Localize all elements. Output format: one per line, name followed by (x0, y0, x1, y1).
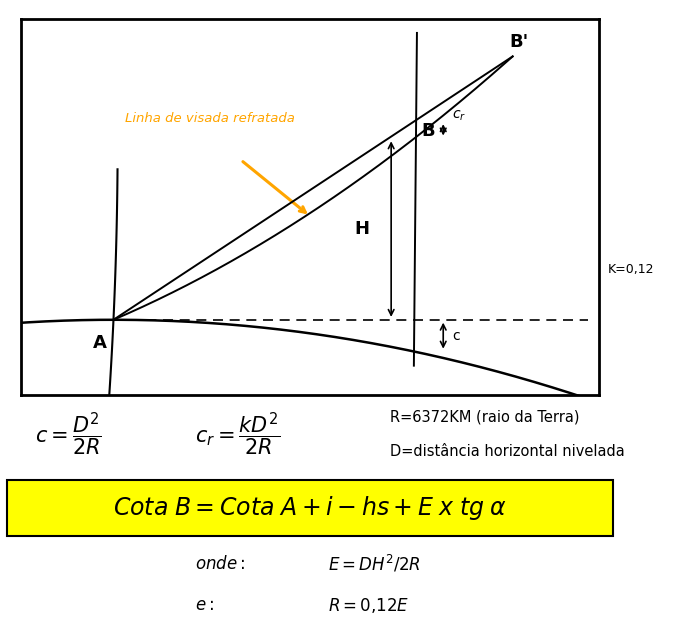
Text: c: c (452, 329, 459, 343)
Text: $R = 0{,}12E$: $R = 0{,}12E$ (328, 596, 409, 614)
Text: $E = DH^2/2R$: $E = DH^2/2R$ (328, 553, 420, 574)
Text: D=distância horizontal nivelada: D=distância horizontal nivelada (390, 444, 625, 459)
Text: K=0,12: K=0,12 (608, 263, 654, 276)
Text: $c_r$: $c_r$ (452, 108, 466, 123)
Text: $\mathit{e}:$: $\mathit{e}:$ (195, 596, 215, 614)
Text: B': B' (510, 33, 529, 51)
FancyBboxPatch shape (7, 480, 613, 536)
Text: $\mathit{onde}:$: $\mathit{onde}:$ (195, 555, 245, 573)
Text: Linha de visada refratada: Linha de visada refratada (125, 112, 295, 125)
Text: H: H (355, 220, 369, 238)
Text: R=6372KM (raio da Terra): R=6372KM (raio da Terra) (390, 409, 580, 424)
Text: B: B (421, 122, 435, 140)
Text: $c = \dfrac{D^2}{2R}$: $c = \dfrac{D^2}{2R}$ (35, 410, 102, 458)
Text: A: A (93, 334, 107, 352)
Text: $\mathit{Cota\;B = Cota\;A + i - hs + E\;x\;tg\;\alpha}$: $\mathit{Cota\;B = Cota\;A + i - hs + E\… (113, 494, 507, 522)
Text: $c_r = \dfrac{kD^2}{2R}$: $c_r = \dfrac{kD^2}{2R}$ (195, 410, 280, 458)
